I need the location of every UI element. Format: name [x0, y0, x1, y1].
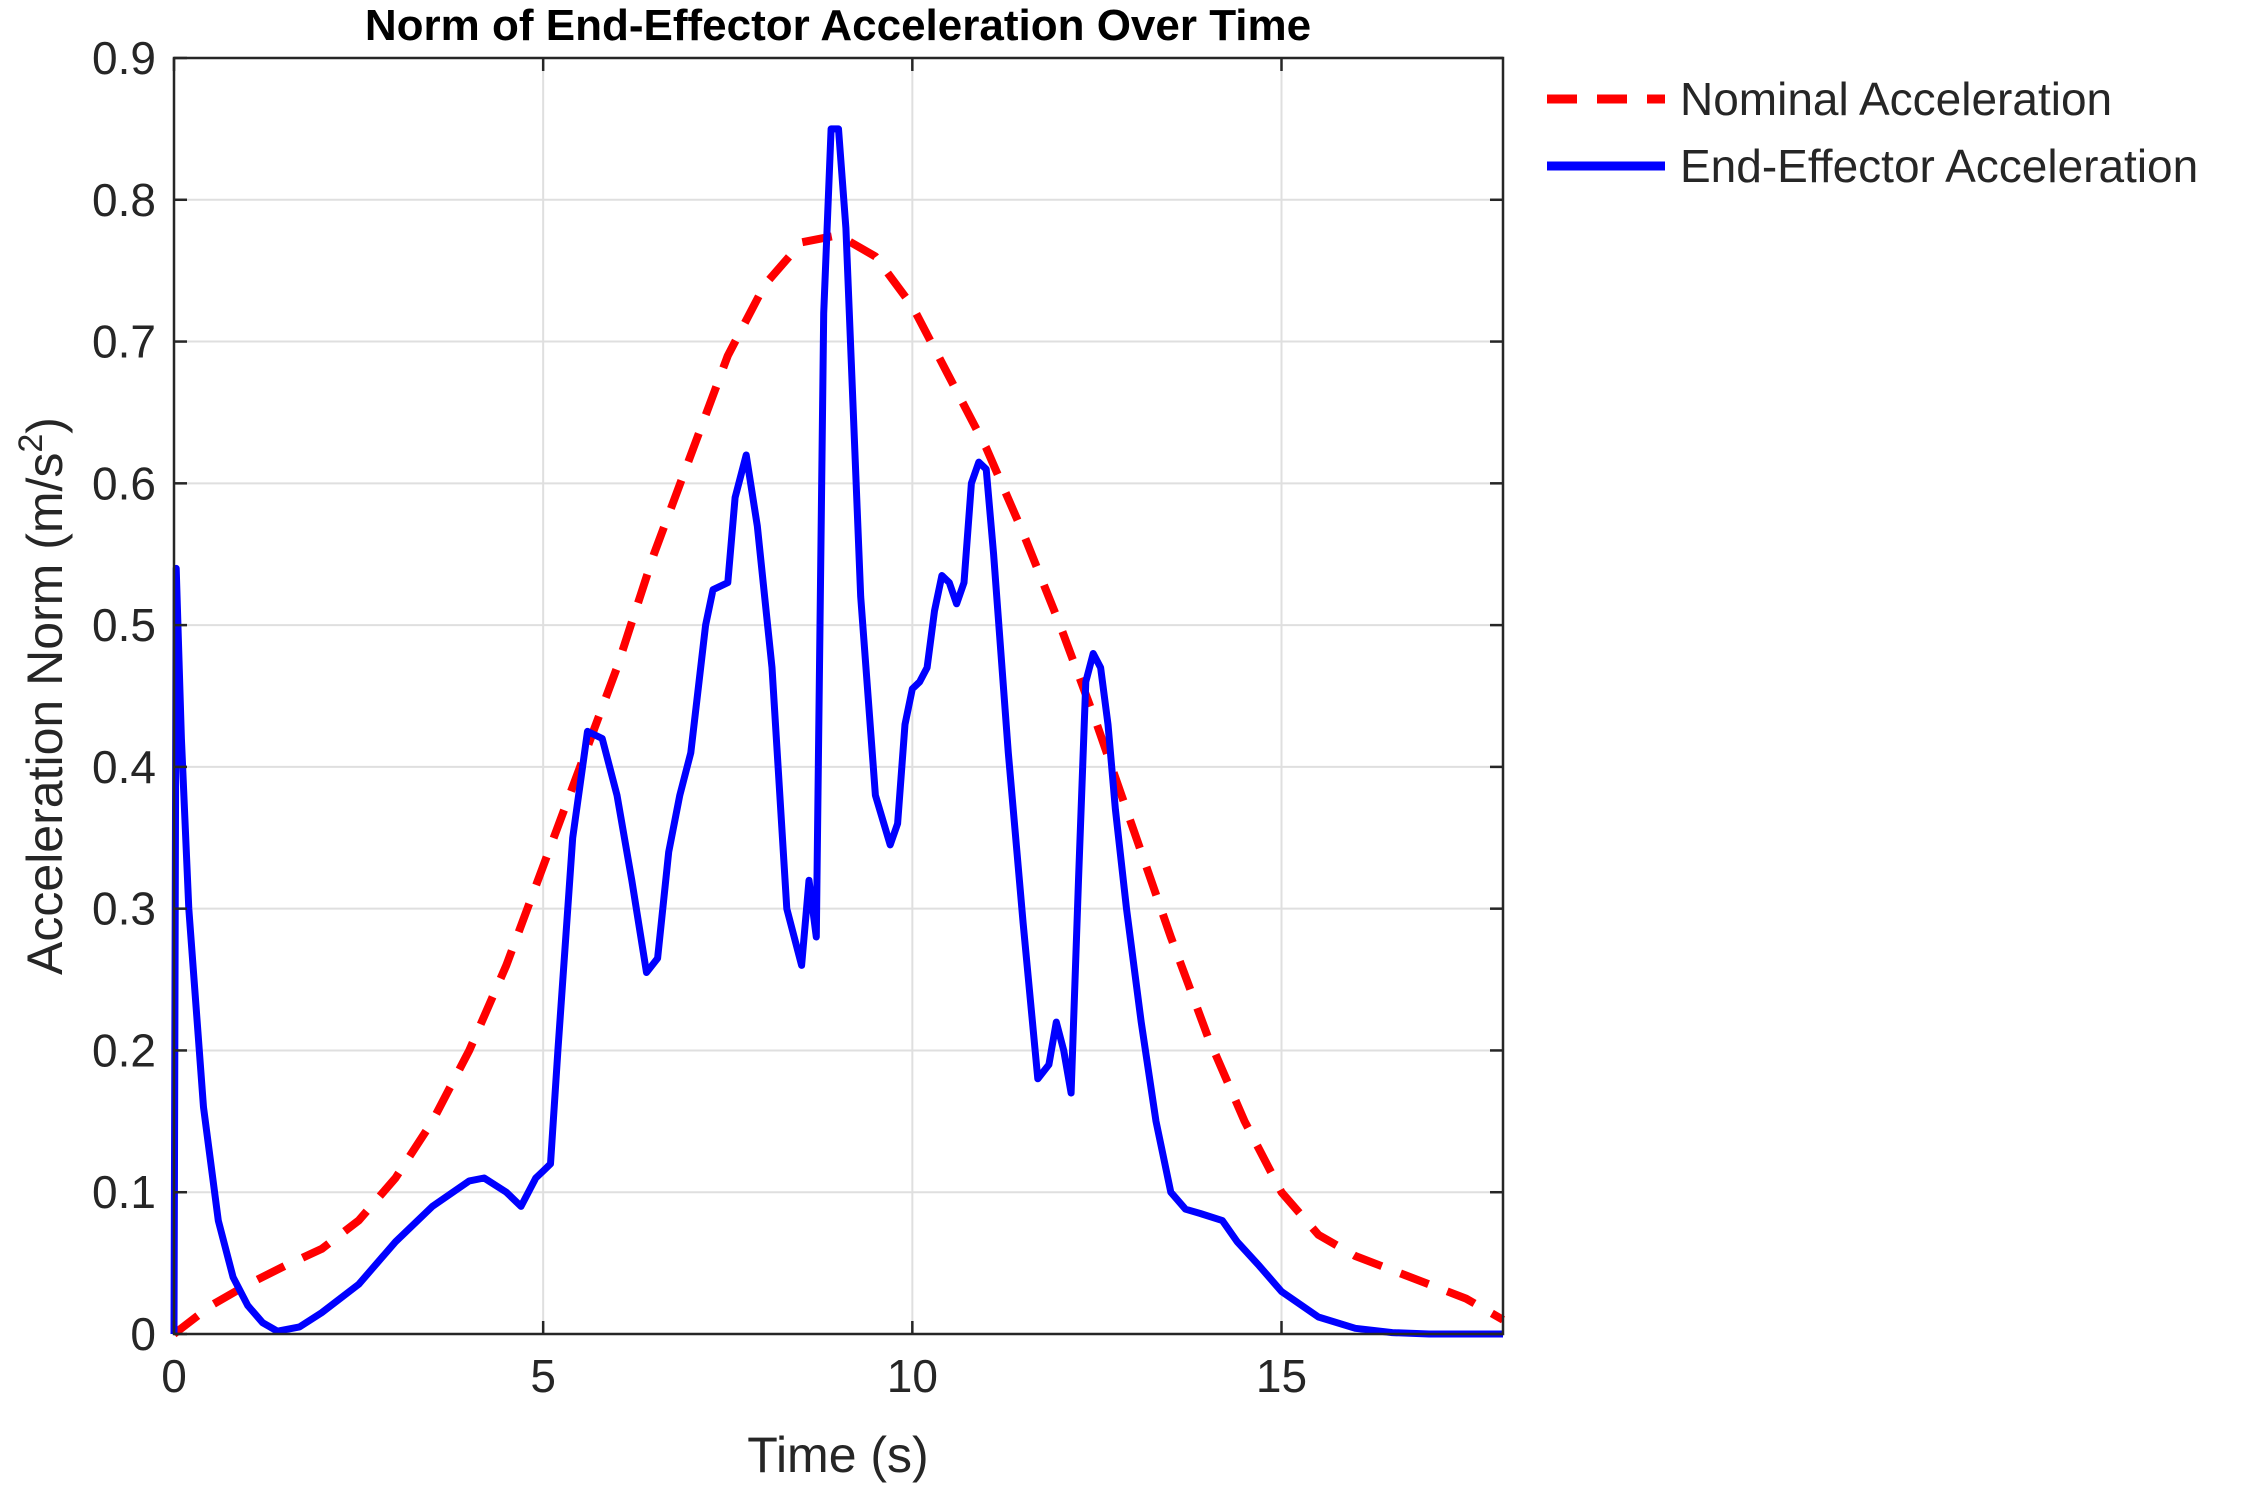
y-tick-label: 0.2	[92, 1024, 156, 1076]
y-axis-label-close: )	[17, 417, 73, 434]
y-tick-label: 0	[130, 1308, 156, 1360]
y-tick-label: 0.1	[92, 1166, 156, 1218]
x-axis-label: Time (s)	[747, 1427, 928, 1483]
legend-label-end-effector-acceleration: End-Effector Acceleration	[1680, 140, 2198, 192]
x-tick-label: 15	[1256, 1350, 1307, 1402]
series-line-end-effector-acceleration	[170, 125, 1503, 1338]
legend-label-nominal-acceleration: Nominal Acceleration	[1680, 73, 2112, 125]
y-axis-label: Acceleration Norm (m/s2)	[12, 417, 73, 975]
ticks	[172, 56, 1503, 1336]
y-tick-label: 0.5	[92, 599, 156, 651]
legend: Nominal Acceleration End-Effector Accele…	[1547, 73, 2198, 192]
plot-frame	[172, 56, 1505, 1336]
x-tick-label: 0	[161, 1350, 187, 1402]
x-tick-label: 10	[887, 1350, 938, 1402]
series-line-nominal-acceleration	[171, 231, 1505, 1338]
series-layer	[170, 125, 1505, 1338]
chart-title: Norm of End-Effector Acceleration Over T…	[365, 1, 1311, 50]
tick-labels: 0 5 10 15 0 0.1 0.2 0.3 0.4 0.5 0.6 0.7 0.8 0.9	[92, 32, 1307, 1402]
y-axis-label-main: Acceleration Norm (m/s	[17, 453, 73, 975]
y-tick-label: 0.4	[92, 741, 156, 793]
y-tick-label: 0.8	[92, 174, 156, 226]
plot-area	[174, 58, 1503, 1334]
y-tick-label: 0.3	[92, 883, 156, 935]
y-tick-label: 0.6	[92, 457, 156, 509]
y-tick-label: 0.7	[92, 316, 156, 368]
y-axis-label-superscript: 2	[12, 434, 50, 453]
x-tick-label: 5	[530, 1350, 556, 1402]
y-tick-label: 0.9	[92, 32, 156, 84]
